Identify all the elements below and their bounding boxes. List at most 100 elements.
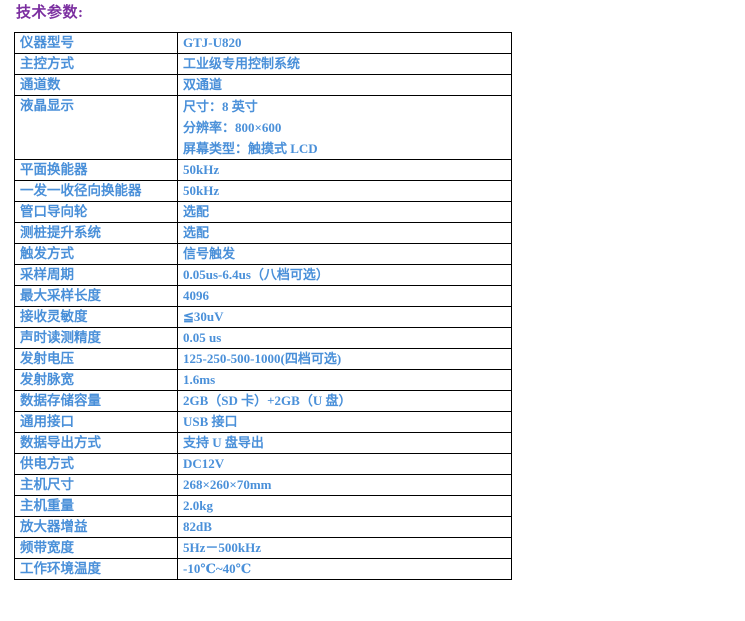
spec-value: 选配 (183, 225, 210, 240)
spec-label-cell: 主控方式 (14, 53, 178, 75)
spec-value-line: 尺寸：8 英寸 (183, 99, 258, 114)
spec-value: 82dB (183, 519, 212, 534)
spec-value: 50kHz (183, 183, 220, 198)
spec-value-cell: DC12V (177, 453, 512, 475)
table-row: 通用接口 USB 接口 (14, 411, 512, 433)
spec-value-cell: 82dB (177, 516, 512, 538)
table-row: 工作环境温度 -10℃~40℃ (14, 558, 512, 580)
spec-value: 工业级专用控制系统 (183, 56, 301, 71)
spec-label-cell: 接收灵敏度 (14, 306, 178, 328)
spec-label: 采样周期 (20, 267, 74, 282)
spec-label: 数据存储容量 (20, 393, 101, 408)
spec-label: 通道数 (20, 77, 61, 92)
spec-value-cell: USB 接口 (177, 411, 512, 433)
spec-label: 数据导出方式 (20, 435, 101, 450)
spec-label: 管口导向轮 (20, 204, 88, 219)
spec-label-cell: 声时读测精度 (14, 327, 178, 349)
spec-label-cell: 测桩提升系统 (14, 222, 178, 244)
spec-value-cell: 支持 U 盘导出 (177, 432, 512, 454)
spec-label: 主机尺寸 (20, 477, 74, 492)
spec-value: 2.0kg (183, 498, 213, 513)
spec-value-cell: 1.6ms (177, 369, 512, 391)
spec-label-cell: 采样周期 (14, 264, 178, 286)
spec-value: ≦30uV (183, 309, 224, 324)
spec-label: 通用接口 (20, 414, 74, 429)
spec-label-cell: 数据存储容量 (14, 390, 178, 412)
table-row: 通道数 双通道 (14, 74, 512, 96)
spec-label-cell: 发射脉宽 (14, 369, 178, 391)
spec-value: DC12V (183, 456, 225, 471)
spec-label-cell: 触发方式 (14, 243, 178, 265)
technical-specifications-table: 仪器型号 GTJ-U820 主控方式 工业级专用控制系统 通道数 双通道 液晶显… (14, 32, 512, 580)
spec-value-cell: GTJ-U820 (177, 32, 512, 54)
table-row: 触发方式 信号触发 (14, 243, 512, 265)
table-row: 数据导出方式 支持 U 盘导出 (14, 432, 512, 454)
spec-label-cell: 平面换能器 (14, 159, 178, 181)
table-row: 仪器型号 GTJ-U820 (14, 32, 512, 54)
spec-label: 发射脉宽 (20, 372, 74, 387)
table-row: 发射脉宽 1.6ms (14, 369, 512, 391)
spec-value-cell: 2GB（SD 卡）+2GB（U 盘） (177, 390, 512, 412)
spec-label: 液晶显示 (20, 98, 74, 113)
spec-value-cell: 尺寸：8 英寸 分辨率：800×600 屏幕类型：触摸式 LCD (177, 95, 512, 160)
spec-label: 主控方式 (20, 56, 74, 71)
spec-label: 发射电压 (20, 351, 74, 366)
spec-value-line: 分辨率：800×600 (183, 120, 282, 135)
spec-label: 触发方式 (20, 246, 74, 261)
spec-label-cell: 最大采样长度 (14, 285, 178, 307)
spec-value-cell: 选配 (177, 222, 512, 244)
spec-label-cell: 供电方式 (14, 453, 178, 475)
spec-label: 最大采样长度 (20, 288, 101, 303)
spec-label-cell: 管口导向轮 (14, 201, 178, 223)
spec-value-cell: 信号触发 (177, 243, 512, 265)
spec-value-cell: 50kHz (177, 159, 512, 181)
spec-value: 50kHz (183, 162, 220, 177)
spec-label: 供电方式 (20, 456, 74, 471)
spec-value-cell: 125-250-500-1000(四档可选) (177, 348, 512, 370)
spec-value-cell: 2.0kg (177, 495, 512, 517)
spec-value-cell: 0.05us-6.4us（八档可选） (177, 264, 512, 286)
table-row: 频带宽度 5Hz－500kHz (14, 537, 512, 559)
spec-label-cell: 一发一收径向换能器 (14, 180, 178, 202)
spec-value: 0.05us-6.4us（八档可选） (183, 267, 329, 282)
table-row: 主机尺寸 268×260×70mm (14, 474, 512, 496)
spec-label: 频带宽度 (20, 540, 74, 555)
spec-value-line: 屏幕类型：触摸式 LCD (183, 141, 318, 156)
spec-label-cell: 数据导出方式 (14, 432, 178, 454)
spec-value-cell: 5Hz－500kHz (177, 537, 512, 559)
spec-value-cell: 双通道 (177, 74, 512, 96)
table-row: 接收灵敏度 ≦30uV (14, 306, 512, 328)
spec-value: 2GB（SD 卡）+2GB（U 盘） (183, 393, 352, 408)
spec-label-cell: 放大器增益 (14, 516, 178, 538)
table-row: 最大采样长度 4096 (14, 285, 512, 307)
spec-value: 4096 (183, 288, 209, 303)
spec-value: USB 接口 (183, 414, 238, 429)
table-row: 采样周期 0.05us-6.4us（八档可选） (14, 264, 512, 286)
spec-label: 平面换能器 (20, 162, 88, 177)
spec-value: 125-250-500-1000(四档可选) (183, 351, 342, 366)
page-title: 技术参数: (16, 5, 84, 21)
spec-label: 放大器增益 (20, 519, 88, 534)
spec-value-cell: 工业级专用控制系统 (177, 53, 512, 75)
spec-value-cell: 268×260×70mm (177, 474, 512, 496)
spec-value: -10℃~40℃ (183, 561, 252, 576)
table-row: 平面换能器 50kHz (14, 159, 512, 181)
spec-label: 声时读测精度 (20, 330, 101, 345)
spec-label: 一发一收径向换能器 (20, 183, 142, 198)
table-row: 声时读测精度 0.05 us (14, 327, 512, 349)
spec-value: 268×260×70mm (183, 477, 272, 492)
spec-label: 主机重量 (20, 498, 74, 513)
table-row: 供电方式 DC12V (14, 453, 512, 475)
table-row: 主机重量 2.0kg (14, 495, 512, 517)
spec-value: 信号触发 (183, 246, 236, 261)
spec-label-cell: 发射电压 (14, 348, 178, 370)
table-row: 放大器增益 82dB (14, 516, 512, 538)
spec-label-cell: 液晶显示 (14, 95, 178, 160)
spec-label-cell: 通用接口 (14, 411, 178, 433)
spec-label: 接收灵敏度 (20, 309, 88, 324)
spec-label-cell: 工作环境温度 (14, 558, 178, 580)
spec-value: 支持 U 盘导出 (183, 435, 264, 450)
spec-value-cell: 50kHz (177, 180, 512, 202)
spec-label-cell: 仪器型号 (14, 32, 178, 54)
spec-value-cell: 选配 (177, 201, 512, 223)
